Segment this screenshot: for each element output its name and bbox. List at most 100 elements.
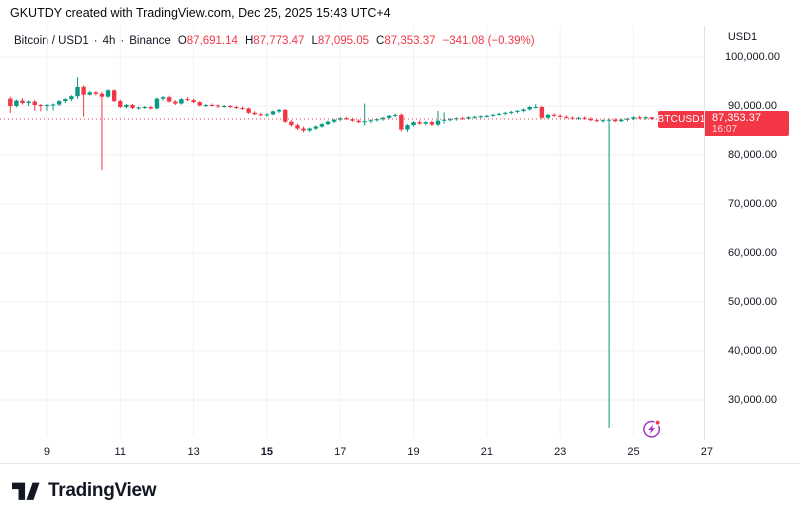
candle — [148, 106, 154, 110]
candle — [472, 115, 477, 119]
candle — [368, 119, 373, 124]
last-price-badge: 87,353.37 16:07 — [705, 111, 789, 136]
tradingview-logo-icon — [12, 482, 40, 500]
candle — [20, 98, 25, 105]
candle — [264, 113, 270, 117]
last-price-symbol-badge: BTCUSD1 — [657, 111, 706, 128]
candle — [643, 116, 648, 120]
time-axis-label: 27 — [700, 446, 713, 458]
ohlc-close: C87,353.37 — [376, 35, 436, 47]
candle — [258, 112, 264, 117]
candle — [441, 112, 447, 124]
candle — [301, 126, 306, 133]
bar-countdown: 16:07 — [712, 124, 738, 135]
watermark-text: GKUTDY created with TradingView.com, Dec… — [10, 6, 391, 20]
price-axis[interactable]: 100,000.00 90,000.00 80,000.00 70,000.00 60,… — [705, 26, 800, 440]
candle — [588, 117, 593, 122]
candle — [246, 107, 251, 114]
candle — [203, 104, 209, 107]
candle — [234, 105, 239, 109]
candle — [490, 113, 496, 117]
price-axis-label: 30,000.00 — [728, 393, 777, 406]
price-axis-label: 100,000.00 — [724, 50, 781, 63]
candle — [221, 105, 227, 108]
candle — [56, 100, 62, 106]
candle — [521, 108, 526, 113]
price-axis-divider — [704, 26, 705, 440]
candle — [160, 96, 166, 101]
chart-bottom-divider — [0, 463, 800, 464]
candle — [93, 91, 99, 96]
candle — [612, 118, 618, 123]
ohlc-low: L87,095.05 — [311, 35, 370, 47]
price-axis-title: USD1 — [727, 31, 758, 43]
ohlc-open: O87,691.14 — [177, 35, 238, 47]
time-axis-label: 15 — [260, 446, 274, 458]
candle — [619, 118, 624, 123]
tradingview-logo-text: TradingView — [48, 480, 157, 501]
candle — [185, 97, 190, 102]
icon-circle — [643, 420, 661, 438]
price-axis-label: 60,000.00 — [728, 246, 777, 259]
candle — [551, 113, 557, 117]
candle — [319, 123, 325, 128]
legend-separator: · — [120, 35, 125, 47]
candle — [307, 127, 312, 132]
candle — [105, 89, 111, 98]
candle — [460, 116, 465, 120]
candle — [600, 119, 606, 123]
candle — [533, 104, 538, 109]
candle — [484, 114, 490, 118]
candle — [252, 111, 257, 116]
candle — [124, 104, 129, 109]
candle — [649, 116, 655, 121]
candle — [215, 104, 221, 108]
change-value: −341.08 (−0.39%) — [442, 35, 535, 47]
candle — [38, 104, 44, 112]
time-axis[interactable]: 9 11 13 15 17 19 21 23 25 27 — [0, 446, 800, 462]
price-axis-label: 40,000.00 — [728, 344, 777, 357]
price-axis-label: 80,000.00 — [728, 148, 777, 161]
candle — [81, 85, 86, 117]
candle — [228, 105, 233, 109]
candle — [32, 100, 37, 111]
candle — [87, 90, 92, 96]
candle — [166, 95, 172, 103]
candle — [527, 106, 532, 111]
candle — [356, 119, 361, 124]
candle — [130, 104, 135, 109]
time-axis-label: 11 — [114, 446, 126, 458]
badge-symbol-text: BTCUSD1 — [657, 114, 706, 125]
tradingview-logo[interactable]: TradingView — [12, 480, 157, 502]
candle — [289, 120, 294, 127]
candle — [545, 113, 551, 119]
exchange-label: Binance — [129, 35, 171, 47]
candle — [99, 91, 105, 171]
candle — [179, 98, 184, 105]
candle — [173, 100, 178, 106]
candle — [558, 114, 563, 118]
lightning-icon[interactable] — [642, 419, 662, 439]
candle — [209, 103, 215, 107]
ohlc-high: H87,773.47 — [244, 35, 305, 47]
candle — [411, 121, 416, 127]
candle — [63, 98, 68, 104]
candle — [313, 125, 318, 131]
candle — [362, 103, 367, 126]
candle — [331, 118, 337, 124]
candle — [191, 98, 196, 104]
candle — [69, 95, 74, 102]
time-axis-label: 21 — [480, 446, 493, 458]
candle — [197, 101, 202, 107]
candle — [564, 115, 569, 119]
time-axis-label: 13 — [187, 446, 200, 458]
candle — [637, 115, 642, 120]
candle — [276, 108, 282, 113]
symbol-title[interactable]: Bitcoin / USD1 · 4h · Binance — [14, 35, 171, 47]
candle — [448, 117, 453, 122]
price-axis-label: 50,000.00 — [728, 295, 777, 308]
candle — [539, 106, 545, 120]
candle — [283, 108, 288, 124]
